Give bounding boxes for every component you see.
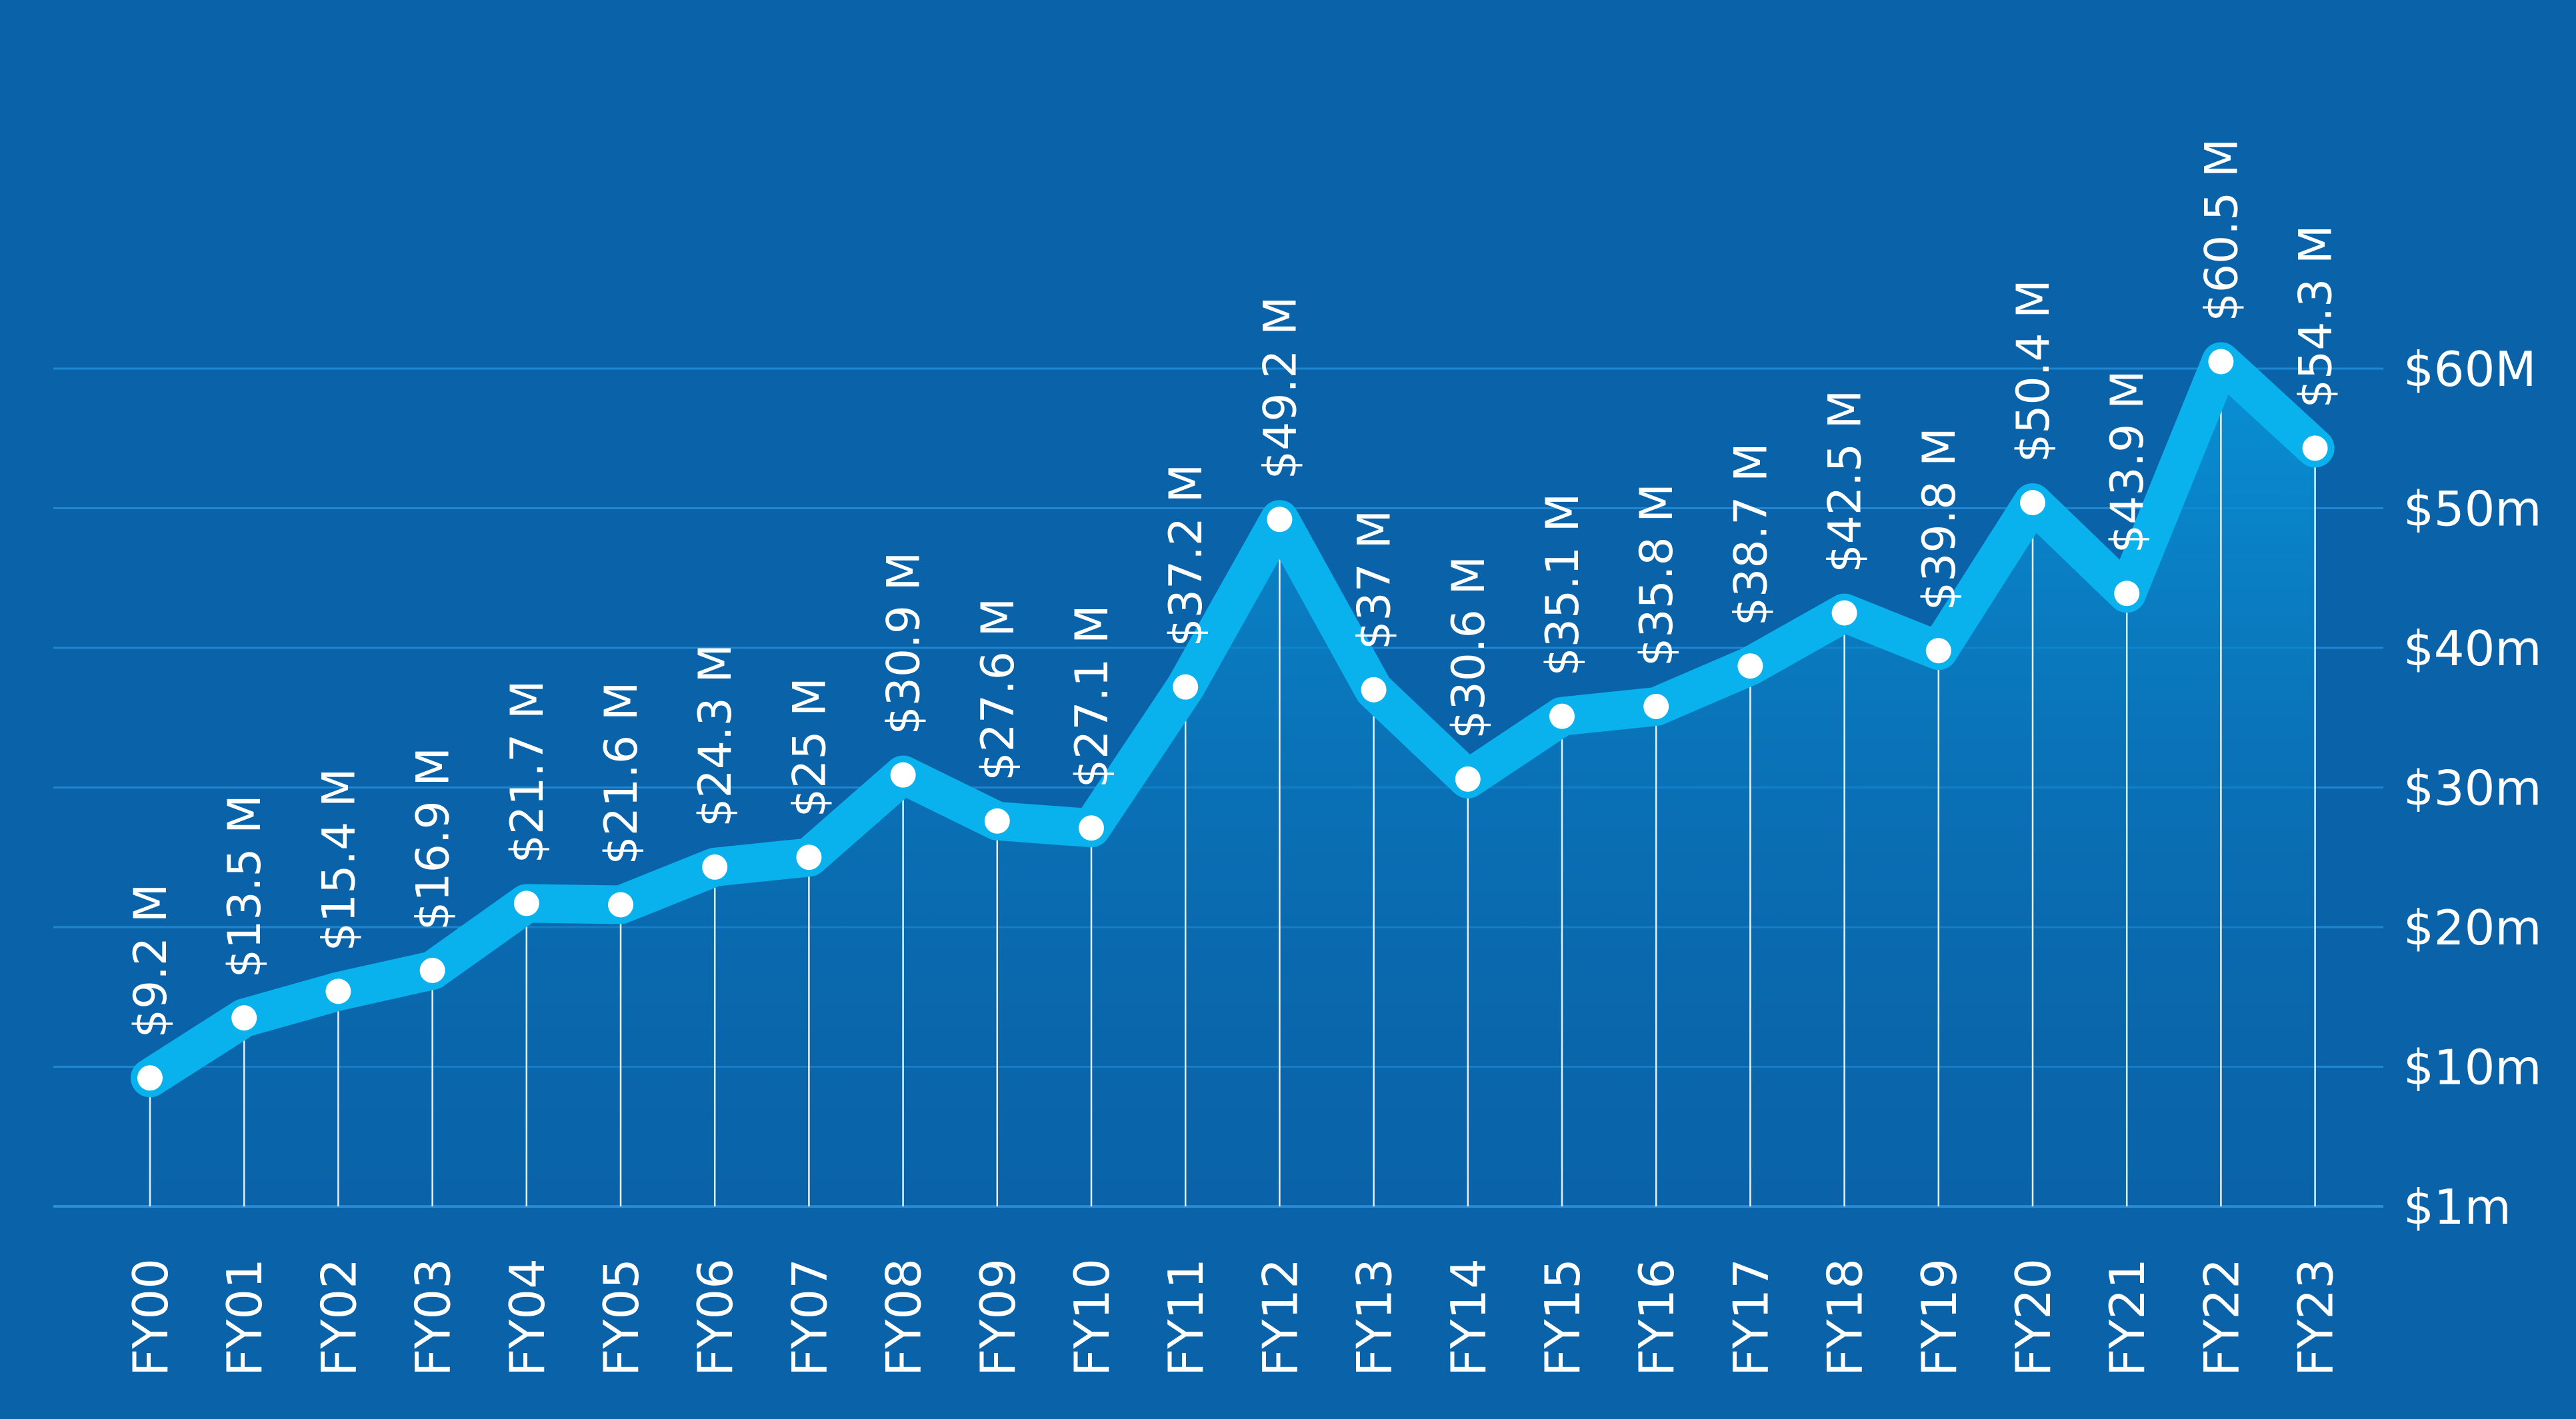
- y-tick-label: $1m: [2403, 1179, 2511, 1235]
- data-point: [984, 808, 1010, 834]
- y-tick-label: $40m: [2403, 621, 2542, 677]
- data-point: [890, 762, 916, 788]
- data-label: $60.5 M: [2195, 139, 2248, 322]
- data-point: [325, 978, 351, 1004]
- x-tick-label: FY19: [1911, 1258, 1967, 1376]
- data-point: [2208, 349, 2234, 375]
- data-label: $42.5 M: [1819, 390, 1872, 573]
- data-point: [1361, 677, 1387, 703]
- x-tick-label: FY01: [217, 1258, 273, 1376]
- x-tick-label: FY22: [2193, 1258, 2249, 1376]
- x-tick-label: FY13: [1347, 1258, 1403, 1376]
- x-tick-label: FY23: [2288, 1258, 2344, 1376]
- data-label: $38.7 M: [1725, 443, 1777, 626]
- data-point: [513, 890, 539, 916]
- data-label: $9.2 M: [125, 884, 177, 1038]
- x-tick-label: FY20: [2005, 1258, 2061, 1376]
- data-label: $30.6 M: [1443, 556, 1495, 739]
- data-point: [419, 957, 445, 983]
- x-tick-label: FY02: [311, 1258, 367, 1376]
- data-label: $15.4 M: [313, 768, 365, 951]
- data-label: $43.9 M: [2101, 370, 2154, 553]
- data-point: [1925, 638, 1951, 664]
- area-fill: [150, 361, 2315, 1206]
- x-tick-label: FY18: [1817, 1258, 1873, 1376]
- data-label: $16.9 M: [407, 747, 460, 930]
- data-point: [702, 854, 728, 880]
- x-tick-label: FY10: [1064, 1258, 1120, 1376]
- x-tick-label: FY07: [781, 1258, 837, 1376]
- data-labels: $9.2 M $13.5 M $15.4 M $16.9 M $21.7 M $21.6 …: [125, 139, 2343, 1038]
- x-tick-label: FY06: [687, 1258, 743, 1376]
- data-label: $37.2 M: [1160, 464, 1213, 647]
- x-tick-label: FY14: [1441, 1258, 1497, 1376]
- x-tick-label: FY11: [1158, 1258, 1214, 1376]
- data-label: $21.7 M: [501, 680, 554, 863]
- data-points: [137, 349, 2328, 1091]
- data-point: [2302, 435, 2328, 461]
- data-label: $35.1 M: [1537, 493, 1589, 677]
- x-tick-label: FY16: [1629, 1258, 1685, 1376]
- data-point: [1455, 766, 1481, 792]
- data-point: [2114, 581, 2140, 607]
- x-tick-label: FY12: [1252, 1258, 1308, 1376]
- y-axis-ticks: $1m $10m $20m $30m $40m $50m $60M: [2403, 341, 2542, 1235]
- data-point: [1173, 674, 1199, 700]
- y-tick-label: $30m: [2403, 760, 2542, 816]
- data-point: [1831, 600, 1857, 626]
- y-tick-label: $60M: [2403, 341, 2537, 397]
- data-point: [796, 844, 822, 870]
- x-tick-label: FY09: [970, 1258, 1026, 1376]
- data-label: $13.5 M: [219, 794, 271, 978]
- data-label: $50.4 M: [2007, 279, 2060, 463]
- data-label: $30.9 M: [878, 552, 931, 735]
- drop-lines: [149, 361, 2316, 1206]
- data-point: [608, 892, 633, 918]
- data-label: $21.6 M: [595, 682, 648, 865]
- x-tick-label: FY15: [1535, 1258, 1591, 1376]
- y-tick-label: $50m: [2403, 481, 2542, 537]
- data-point: [1643, 693, 1669, 719]
- x-tick-label: FY21: [2099, 1258, 2155, 1376]
- data-point: [2020, 490, 2045, 516]
- data-label: $54.3 M: [2290, 225, 2343, 408]
- data-point: [1737, 653, 1763, 679]
- data-label: $24.3 M: [689, 644, 742, 827]
- data-label: $39.8 M: [1913, 427, 1966, 611]
- x-tick-label: FY00: [123, 1258, 179, 1376]
- data-point: [1267, 507, 1293, 533]
- data-label: $49.2 M: [1254, 296, 1307, 479]
- y-tick-label: $10m: [2403, 1040, 2542, 1096]
- data-label: $37 M: [1349, 510, 1401, 650]
- x-axis-ticks: FY00 FY01 FY02 FY03 FY04 FY05 FY06 FY07 FY08 FY09…: [123, 1258, 2344, 1376]
- x-tick-label: FY17: [1723, 1258, 1779, 1376]
- revenue-series-line: [131, 342, 2335, 1098]
- data-label: $25 M: [783, 677, 836, 817]
- data-point: [1079, 815, 1104, 841]
- data-point: [1549, 703, 1575, 729]
- data-label: $27.1 M: [1066, 605, 1119, 788]
- x-tick-label: FY04: [499, 1258, 555, 1376]
- data-label: $35.8 M: [1631, 483, 1683, 667]
- x-tick-label: FY08: [876, 1258, 932, 1376]
- y-tick-label: $20m: [2403, 900, 2542, 956]
- x-tick-label: FY03: [405, 1258, 461, 1376]
- x-tick-label: FY05: [593, 1258, 649, 1376]
- data-point: [137, 1065, 163, 1091]
- data-point: [231, 1005, 257, 1031]
- data-label: $27.6 M: [972, 598, 1025, 781]
